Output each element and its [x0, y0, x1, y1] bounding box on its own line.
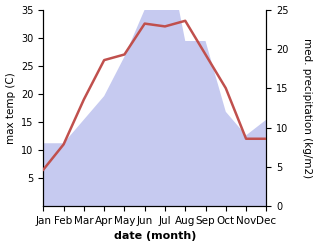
X-axis label: date (month): date (month) — [114, 231, 196, 242]
Y-axis label: max temp (C): max temp (C) — [5, 72, 16, 144]
Y-axis label: med. precipitation (kg/m2): med. precipitation (kg/m2) — [302, 38, 313, 178]
